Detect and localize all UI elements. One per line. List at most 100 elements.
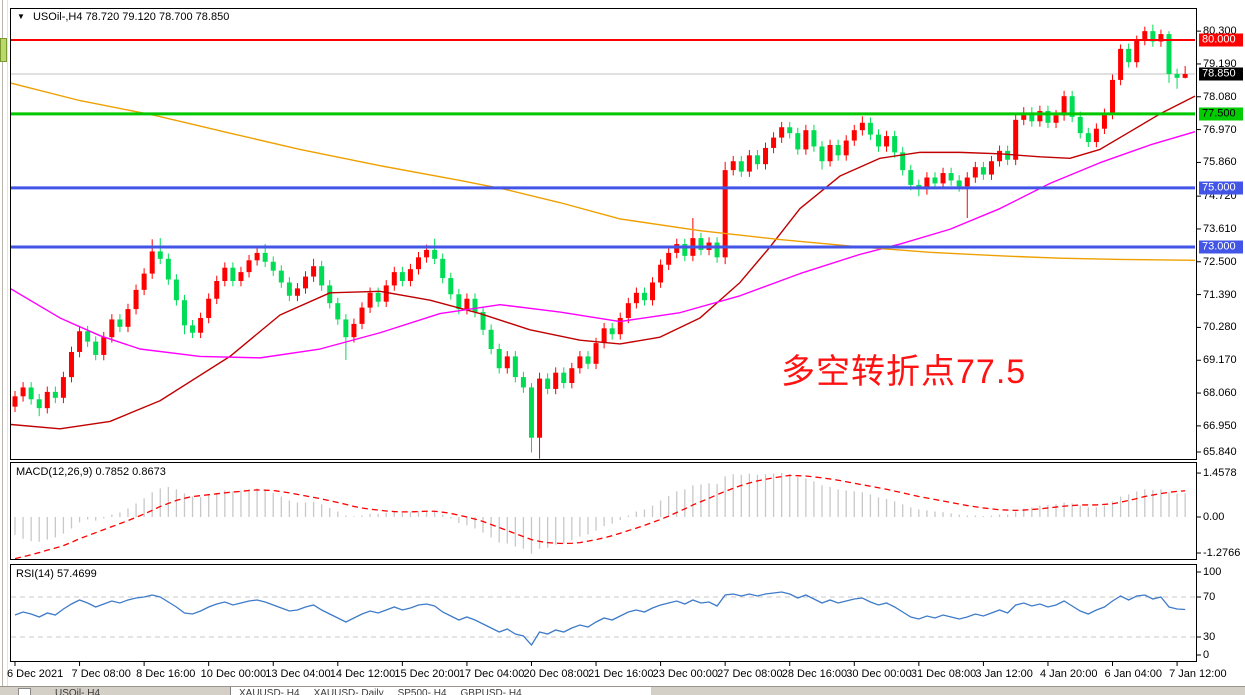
candle-body: [1158, 34, 1164, 42]
rsi-layer: [11, 591, 1195, 647]
candle-body: [157, 251, 163, 259]
date-tick-label: 6 Jan 04:00: [1104, 668, 1163, 680]
chart-tab[interactable]: XAUUSD-,Daily: [313, 688, 384, 695]
candle-body: [198, 317, 204, 333]
candle-body: [545, 378, 551, 389]
candle-body: [1093, 128, 1099, 143]
date-tick-label: 27 Dec 08:00: [717, 668, 783, 680]
price-tick-label: 66.950: [1203, 419, 1237, 432]
candle-body: [480, 312, 486, 330]
candle-body: [399, 272, 405, 281]
candle-body: [28, 387, 34, 400]
price-tick-label: 73.610: [1203, 222, 1237, 235]
chart-tab[interactable]: XAUUSD-,H4: [239, 688, 300, 695]
candle-body: [117, 319, 123, 327]
candle-body: [109, 319, 115, 338]
candle-body: [85, 331, 91, 342]
candle-body: [658, 264, 664, 283]
date-tick-label: 20 Dec 08:00: [523, 668, 589, 680]
candle-body: [1174, 74, 1180, 78]
price-badge: 75.000: [1199, 181, 1243, 195]
ohlc-readout: 78.720 79.120 78.700 78.850: [85, 11, 230, 23]
candle-body: [375, 292, 381, 302]
candle-body: [286, 282, 292, 296]
candle-body: [20, 387, 26, 397]
candle-body: [214, 280, 220, 299]
candle-body: [569, 368, 575, 384]
annotation-text: 多空转折点77.5: [781, 353, 1027, 391]
candle-body: [335, 303, 341, 320]
candle-body: [448, 278, 454, 295]
candle-body: [537, 378, 543, 438]
candle-body: [512, 356, 518, 378]
candle-body: [246, 260, 252, 273]
date-tick-label: 13 Dec 04:00: [265, 668, 331, 680]
chart-tab-strip: XAUUSD-,H4 XAUUSD-,Daily SP500-,H4 GBPUSD-,…: [239, 687, 522, 695]
candle-body: [44, 391, 50, 409]
rsi-label: RSI(14) 57.4699: [16, 568, 97, 580]
candle-body: [359, 307, 365, 324]
candle-body: [771, 137, 777, 148]
candle-body: [432, 249, 438, 259]
tab-scroll-button[interactable]: [18, 688, 31, 695]
date-tick-label: 17 Dec 04:00: [458, 668, 525, 680]
candle-body: [327, 285, 333, 304]
chart-title: ▼ USOil-,H4 78.720 79.120 78.700 78.850: [17, 11, 229, 23]
candle-body: [36, 399, 42, 409]
candle-body: [520, 377, 526, 388]
candle-body: [714, 242, 720, 258]
candle-body: [1013, 119, 1019, 160]
candle-body: [859, 122, 865, 131]
chart-tab[interactable]: GBPUSD-,H4: [460, 688, 522, 695]
macd-label: MACD(12,26,9) 0.7852 0.8673: [16, 466, 166, 478]
price-badge: 80.000: [1199, 33, 1243, 47]
indicator-tick-label: 0.00: [1203, 511, 1225, 523]
candle-body: [997, 150, 1003, 162]
date-tick-label: 3 Jan 12:00: [975, 668, 1033, 680]
candle-body: [1166, 34, 1172, 75]
candle-body: [125, 309, 131, 327]
candle-body: [730, 161, 736, 171]
candle-body: [1053, 115, 1059, 123]
indicator-tick-label: 100: [1203, 566, 1222, 578]
candle-body: [843, 140, 849, 156]
candle-body: [819, 146, 825, 162]
candle-body: [456, 294, 462, 310]
chart-tab[interactable]: USOil-,H4: [55, 688, 101, 695]
candle-body: [722, 170, 728, 258]
candle-body: [424, 249, 430, 258]
candle-body: [601, 328, 607, 344]
candle-body: [787, 127, 793, 134]
candle-body: [222, 267, 228, 281]
candle-body: [795, 133, 801, 150]
candle-body: [650, 282, 656, 301]
chart-tab[interactable]: SP500-,H4: [397, 688, 447, 695]
candle-body: [93, 341, 99, 355]
candle-body: [746, 155, 752, 172]
candle-body: [964, 177, 970, 187]
price-tick-label: 76.970: [1203, 123, 1237, 136]
candle-body: [367, 292, 373, 308]
price-tick-label: 68.060: [1203, 387, 1237, 400]
candle-body: [1118, 48, 1124, 80]
date-tick-label: 31 Dec 08:00: [910, 668, 977, 680]
date-tick-label: 8 Dec 16:00: [136, 668, 196, 680]
candle-body: [343, 319, 349, 338]
axis-ticks-layer: [14, 30, 1201, 666]
candle-body: [1029, 112, 1035, 122]
candle-body: [133, 289, 139, 310]
candle-body: [932, 177, 938, 184]
candle-body: [190, 325, 196, 333]
candle-body: [988, 161, 994, 175]
symbol-dropdown-icon[interactable]: ▼: [17, 12, 25, 21]
date-tick-label: 7 Jan 12:00: [1169, 668, 1227, 680]
macd-panel: [10, 462, 1197, 560]
candle-body: [294, 288, 300, 296]
candle-body: [803, 130, 809, 150]
candle-body: [181, 300, 187, 326]
candle-body: [625, 303, 631, 318]
candle-body: [779, 127, 785, 138]
date-tick-label: 4 Jan 20:00: [1039, 668, 1098, 680]
candle-body: [972, 167, 978, 178]
indicator-tick-label: 0: [1203, 649, 1210, 661]
